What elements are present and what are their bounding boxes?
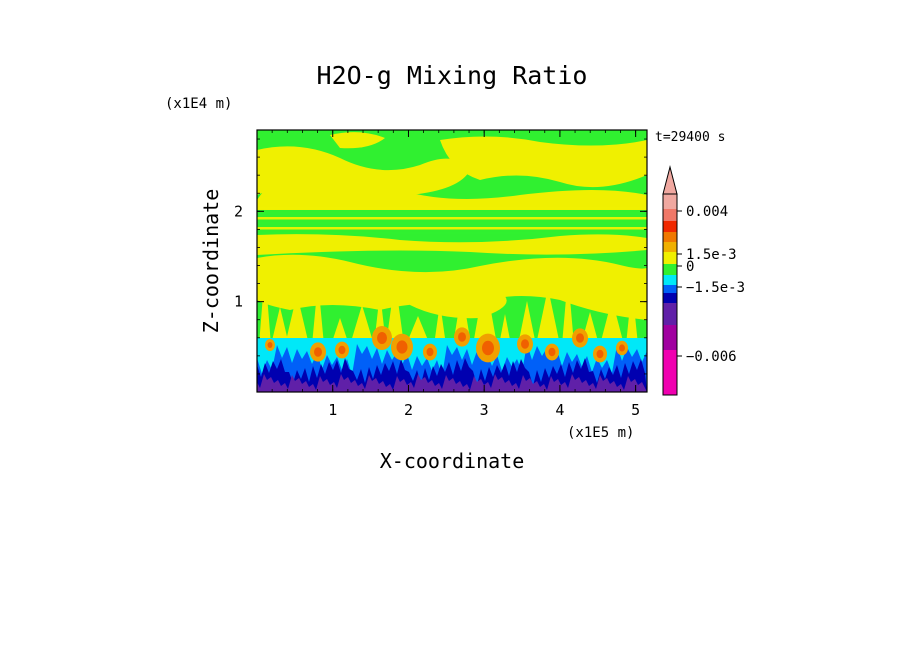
- core-red: [338, 345, 346, 355]
- core-red: [521, 339, 529, 349]
- x-tick-label: 1: [328, 401, 337, 419]
- y-tick-label: 2: [234, 202, 243, 220]
- plume: [518, 301, 536, 345]
- plume: [285, 294, 309, 345]
- plume: [434, 303, 446, 345]
- purple-layer: [257, 374, 647, 392]
- x-tick-label: 5: [631, 401, 640, 419]
- plume: [406, 316, 430, 345]
- plume: [312, 281, 324, 345]
- colorbar-label: 0.004: [686, 204, 728, 220]
- core-red: [458, 332, 466, 342]
- chart-title: H2O-g Mixing Ratio: [317, 61, 588, 90]
- x-tick-label: 2: [404, 401, 413, 419]
- upper-yellow-regions: [257, 132, 647, 210]
- x-tick-label: 4: [555, 401, 564, 419]
- stripe: [257, 212, 647, 215]
- colorbar-label: 0: [686, 259, 694, 275]
- colorbar-segment: [663, 350, 677, 395]
- stripe: [257, 232, 647, 235]
- core-red: [267, 342, 273, 348]
- core-red: [482, 340, 494, 356]
- plume: [386, 279, 404, 345]
- plume: [562, 275, 574, 345]
- yellow-region: [330, 132, 385, 149]
- plume: [350, 305, 374, 345]
- colorbar-segment: [663, 325, 677, 350]
- plume: [600, 299, 624, 345]
- colorbar-segment: [663, 242, 677, 252]
- x-unit-label: (x1E5 m): [567, 425, 634, 441]
- colorbar-arrow: [662, 165, 678, 195]
- colorbar-label: −1.5e-3: [686, 280, 745, 296]
- core-red: [377, 332, 387, 344]
- yellow-region: [257, 174, 647, 210]
- plume: [271, 307, 289, 345]
- colorbar-segment: [663, 252, 677, 264]
- colorbar-segment: [663, 264, 677, 275]
- plume: [536, 288, 560, 345]
- colorbar-segment: [663, 303, 677, 325]
- core-red: [314, 347, 322, 357]
- core-red: [548, 347, 556, 357]
- core-red: [596, 349, 604, 359]
- plot-frame: [256, 129, 648, 393]
- colorbar-segment: [663, 275, 677, 285]
- plume-cores: [265, 326, 628, 363]
- y-axis-label: Z-coordinate: [199, 189, 223, 334]
- stripe: [257, 217, 647, 220]
- core-red: [426, 347, 434, 357]
- colorbar-segment: [663, 285, 677, 293]
- colorbar-segment: [663, 221, 677, 232]
- core-red: [396, 340, 408, 354]
- x-axis-label: X-coordinate: [380, 449, 525, 473]
- upper-stripe-band: [257, 207, 647, 255]
- plume: [259, 270, 271, 345]
- colorbar-label: −0.006: [686, 349, 737, 365]
- yellow-region: [560, 148, 610, 169]
- band-region: [257, 234, 647, 255]
- x-tick-label: 3: [480, 401, 489, 419]
- x-axis: 1 2 3 4 5: [271, 130, 640, 419]
- contour-field: [257, 130, 647, 392]
- y-tick-label: 1: [234, 293, 243, 311]
- colorbar-segment: [663, 232, 677, 242]
- plume: [499, 314, 511, 345]
- stripe: [257, 207, 647, 210]
- yellow-region: [440, 136, 647, 188]
- core-red: [619, 344, 625, 352]
- colorbar-segment: [663, 209, 677, 221]
- plume: [626, 286, 638, 345]
- colorbar-segment: [663, 194, 677, 209]
- colorbar-label: 1.5e-3: [686, 247, 737, 263]
- stripe: [257, 227, 647, 230]
- colorbar: 0.004 1.5e-30 −1.5e-3 −0.006: [662, 165, 745, 396]
- y-axis: 12: [234, 138, 647, 375]
- y-unit-label: (x1E4 m): [165, 96, 232, 112]
- core-red: [576, 333, 584, 343]
- time-label: t=29400 s: [655, 130, 725, 145]
- plume: [473, 277, 497, 345]
- stripe: [257, 222, 647, 225]
- colorbar-frame: [662, 193, 678, 396]
- colorbar-segment: [663, 293, 677, 303]
